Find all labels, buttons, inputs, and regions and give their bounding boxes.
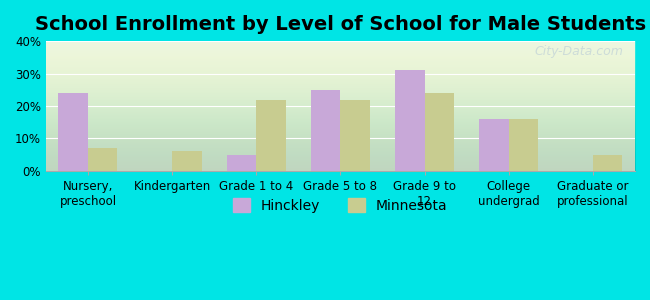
Bar: [58, 93, 88, 171]
Bar: [424, 93, 454, 171]
Bar: [479, 119, 509, 171]
Bar: [341, 100, 370, 171]
Bar: [88, 148, 118, 171]
Legend: Hinckley, Minnesota: Hinckley, Minnesota: [227, 193, 453, 218]
Bar: [593, 155, 623, 171]
Bar: [311, 90, 341, 171]
Bar: [256, 100, 286, 171]
Bar: [509, 119, 538, 171]
Bar: [172, 152, 202, 171]
Bar: [227, 155, 256, 171]
Title: School Enrollment by Level of School for Male Students: School Enrollment by Level of School for…: [35, 15, 646, 34]
Bar: [395, 70, 424, 171]
Text: City-Data.com: City-Data.com: [534, 45, 623, 58]
